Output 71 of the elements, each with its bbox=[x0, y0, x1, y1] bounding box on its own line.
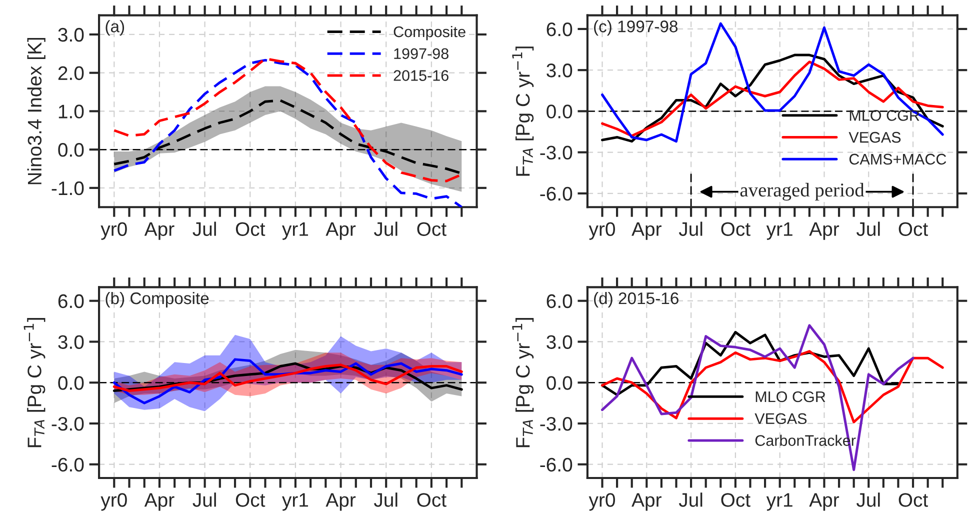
x-tick-label: Apr bbox=[809, 222, 840, 240]
x-tick-label: yr1 bbox=[282, 493, 308, 511]
x-tick-label: yr1 bbox=[282, 222, 308, 240]
legend-label: CAMS+MACC bbox=[849, 154, 946, 165]
legend-label: VEGAS bbox=[848, 132, 901, 143]
annotation: averaged period bbox=[740, 182, 864, 201]
x-tick-label: Oct bbox=[417, 493, 446, 507]
chart-title: (b) Composite bbox=[106, 292, 209, 308]
x-tick-label: Jul bbox=[678, 492, 702, 507]
x-tick-label: Oct bbox=[898, 222, 928, 236]
legend-label: MLO CGR bbox=[850, 110, 920, 121]
y-tick-label: -3.0 bbox=[540, 146, 572, 160]
y-tick-label: -6.0 bbox=[540, 186, 572, 201]
x-tick-label: Oct bbox=[898, 493, 928, 507]
y-axis-title: Nino3.4 Index [K] bbox=[27, 38, 46, 184]
x-tick-label: Apr bbox=[144, 493, 174, 511]
x-tick-label: Jul bbox=[678, 222, 702, 236]
y-tick-label: 0.0 bbox=[546, 376, 572, 390]
y-tick-label: 6.0 bbox=[58, 294, 84, 308]
y-tick-label: 6.0 bbox=[546, 294, 572, 308]
x-tick-label: yr1 bbox=[766, 493, 792, 511]
x-tick-label: Jul bbox=[374, 492, 398, 507]
x-tick-label: Apr bbox=[326, 493, 356, 511]
y-tick-label: 3.0 bbox=[546, 64, 572, 78]
y-axis-title: F$_{TA}$ [Pg C yr$^{−1}$] bbox=[24, 318, 46, 448]
y-tick-label: -3.0 bbox=[52, 416, 84, 431]
x-tick-label: Apr bbox=[632, 222, 662, 240]
line-series bbox=[112, 58, 463, 208]
x-tick-label: Jul bbox=[856, 492, 880, 507]
line-series bbox=[601, 324, 914, 472]
y-tick-label: -6.0 bbox=[540, 458, 572, 472]
y-tick-label: -6.0 bbox=[52, 458, 84, 472]
y-tick-label: -3.0 bbox=[540, 416, 572, 431]
y-tick-label: 0.0 bbox=[58, 376, 84, 390]
y-tick-label: 2.0 bbox=[58, 66, 84, 80]
y-tick-label: 0.0 bbox=[58, 143, 84, 157]
legend-label: MLO CGR bbox=[756, 391, 826, 402]
x-tick-label: yr0 bbox=[100, 493, 127, 511]
y-tick-label: 3.0 bbox=[58, 28, 84, 42]
legend-label: 1997-98 bbox=[394, 48, 448, 60]
x-tick-label: yr0 bbox=[588, 222, 615, 240]
y-tick-label: 6.0 bbox=[546, 22, 572, 36]
chart-title: (d) 2015-16 bbox=[594, 292, 678, 308]
x-tick-label: Jul bbox=[192, 492, 216, 507]
y-axis-title: F$_{TA}$ [Pg C yr$^{−1}$] bbox=[512, 46, 534, 176]
x-tick-label: Oct bbox=[236, 222, 266, 236]
legend-label: Composite bbox=[394, 26, 466, 40]
y-axis-title: F$_{TA}$ [Pg C yr$^{−1}$] bbox=[512, 318, 534, 448]
x-tick-label: Jul bbox=[374, 222, 398, 236]
x-tick-label: yr0 bbox=[588, 493, 615, 511]
y-tick-label: -1.0 bbox=[52, 181, 84, 196]
x-tick-label: Apr bbox=[632, 493, 662, 511]
x-tick-label: Oct bbox=[721, 493, 750, 507]
x-tick-label: yr0 bbox=[100, 222, 127, 240]
y-tick-label: 1.0 bbox=[58, 104, 84, 118]
x-tick-label: Oct bbox=[417, 222, 446, 236]
x-tick-label: Apr bbox=[809, 493, 840, 511]
chart-title: (a) bbox=[106, 20, 124, 36]
x-tick-label: Oct bbox=[236, 493, 266, 507]
x-tick-label: Apr bbox=[144, 222, 174, 240]
chart-title: (c) 1997-98 bbox=[594, 20, 678, 36]
legend-label: 2015-16 bbox=[394, 70, 448, 81]
y-tick-label: 3.0 bbox=[58, 335, 84, 349]
x-tick-label: Apr bbox=[326, 222, 356, 240]
x-tick-label: yr1 bbox=[766, 222, 792, 240]
x-tick-label: Oct bbox=[721, 222, 750, 236]
y-tick-label: 3.0 bbox=[546, 335, 572, 349]
y-tick-label: 0.0 bbox=[546, 104, 572, 118]
x-tick-label: Jul bbox=[192, 222, 216, 236]
legend-label: VEGAS bbox=[754, 413, 807, 424]
x-tick-label: Jul bbox=[856, 222, 880, 236]
